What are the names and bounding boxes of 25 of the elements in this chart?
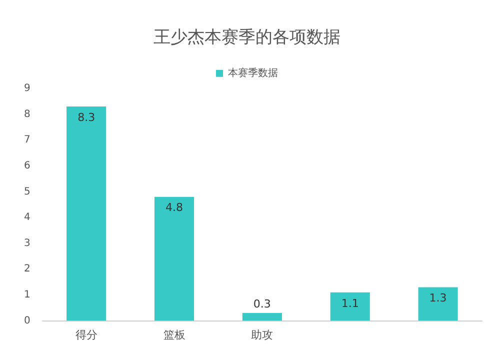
y-tick-label: 3: [24, 238, 30, 249]
bar: [418, 287, 458, 321]
bar: [330, 292, 370, 321]
x-tick-label: 篮板: [163, 328, 186, 342]
x-tick-label: 得分: [75, 328, 98, 342]
data-label: 4.8: [166, 201, 184, 214]
y-tick-label: 5: [24, 186, 30, 198]
y-tick-label: 2: [24, 264, 30, 275]
bar: [66, 106, 106, 321]
y-tick-label: 7: [24, 134, 30, 146]
x-tick-label: 助攻: [251, 328, 274, 342]
y-tick-label: 8: [24, 108, 30, 120]
bar: [242, 313, 282, 321]
data-label: 1.3: [429, 292, 447, 305]
chart-title: 王少杰本赛季的各项数据: [154, 28, 340, 48]
y-tick-label: 9: [24, 82, 30, 94]
y-tick-label: 4: [24, 212, 30, 224]
bar: [154, 196, 194, 321]
y-tick-label: 6: [24, 160, 30, 172]
data-label: 0.3: [253, 297, 271, 310]
data-label: 1.1: [341, 296, 359, 310]
legend-label: 本赛季数据: [228, 66, 278, 79]
data-label: 8.3: [78, 110, 96, 124]
y-tick-label: 0: [24, 315, 30, 326]
y-tick-label: 1: [24, 290, 30, 301]
